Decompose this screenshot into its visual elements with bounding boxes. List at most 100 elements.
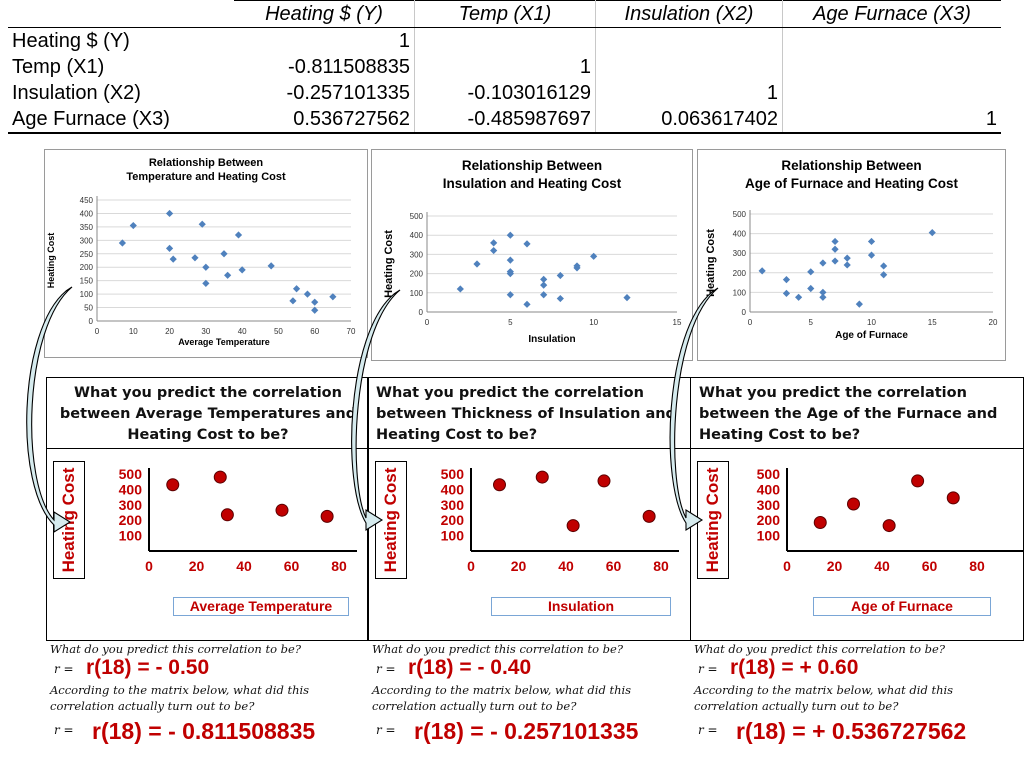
- data-point: [880, 271, 888, 279]
- x-tick-label: 60: [606, 558, 622, 574]
- y-tick-label: 200: [757, 512, 781, 528]
- data-point: [807, 284, 815, 293]
- data-point: [843, 261, 851, 269]
- data-point: [540, 281, 548, 289]
- y-tick-label: 400: [119, 481, 143, 497]
- data-point: [220, 250, 228, 258]
- data-point: [523, 240, 531, 248]
- predicted-r-value: r(18) = - 0.40: [408, 656, 532, 679]
- data-point: [556, 271, 564, 280]
- matrix-cell: [783, 80, 1002, 106]
- predicted-point: [166, 478, 180, 492]
- x-tick-label: 30: [201, 327, 210, 336]
- y-tick-label: 100: [80, 290, 94, 299]
- x-tick-label: 40: [238, 327, 247, 336]
- matrix-cell: [783, 28, 1002, 55]
- matrix-row-label: Heating $ (Y): [12, 29, 130, 52]
- y-tick-label: 400: [733, 230, 747, 239]
- r-equals: r =: [54, 723, 74, 737]
- x-tick-label: 70: [347, 327, 356, 336]
- predict-prompt: What do you predict this correlation to …: [372, 642, 623, 656]
- x-tick-label: 5: [809, 318, 814, 327]
- matrix-cell: 0.063617402: [595, 106, 783, 134]
- matrix-cell: [595, 54, 783, 80]
- panel-divider: [47, 448, 367, 449]
- matrix-header: Age Furnace (X3): [782, 0, 1001, 28]
- data-point: [623, 294, 631, 302]
- x-axis-label-box: Insulation: [491, 597, 671, 616]
- data-point: [234, 231, 243, 239]
- y-tick-label: 300: [410, 250, 424, 259]
- predicted-point: [813, 516, 827, 530]
- r-equals: r =: [698, 723, 718, 737]
- matrix-row: Insulation (X2) -0.257101335 -0.10301612…: [8, 80, 1001, 106]
- panel-divider: [691, 448, 1023, 449]
- scatter-svg: Relationship Between Insulation and Heati…: [383, 158, 682, 345]
- x-tick-label: 15: [928, 318, 937, 327]
- predicted-r-value: r(18) = - 0.50: [86, 656, 210, 679]
- data-point: [795, 293, 803, 301]
- y-tick-label: 200: [441, 512, 465, 528]
- data-point: [523, 300, 531, 308]
- y-tick-label: 400: [441, 481, 465, 497]
- predicted-point: [642, 509, 656, 523]
- y-tick-label: 200: [119, 512, 143, 528]
- x-tick-label: 80: [331, 558, 347, 574]
- prediction-question: What you predict the correlation between…: [376, 385, 676, 443]
- y-tick-label: 100: [410, 289, 424, 298]
- data-point: [556, 294, 564, 303]
- x-tick-label: 60: [922, 558, 938, 574]
- x-tick-label: 0: [145, 558, 153, 574]
- predict-prompt: What do you predict this correlation to …: [694, 642, 945, 656]
- data-point: [540, 291, 548, 299]
- data-point: [118, 239, 126, 247]
- x-axis-label-box: Age of Furnace: [813, 597, 991, 616]
- matrix-row-label: Insulation (X2): [12, 81, 141, 104]
- scatter-svg: Relationship Between Temperature and Heat…: [46, 157, 356, 347]
- data-point: [169, 255, 177, 263]
- y-tick-label: 100: [441, 528, 465, 544]
- data-point: [456, 285, 464, 293]
- y-tick-label: 200: [80, 263, 94, 272]
- matrix-cell: [414, 27, 596, 54]
- data-point: [758, 267, 766, 275]
- data-point: [506, 291, 514, 299]
- predict-prompt: What do you predict this correlation to …: [50, 642, 301, 656]
- x-tick-label: 20: [165, 327, 174, 336]
- y-tick-label: 500: [441, 466, 465, 482]
- predicted-point: [847, 497, 860, 511]
- x-tick-label: 15: [673, 318, 682, 327]
- predicted-point: [946, 491, 960, 505]
- x-tick-label: 10: [867, 318, 876, 327]
- data-point: [473, 260, 481, 268]
- x-tick-label: 60: [310, 327, 319, 336]
- x-tick-label: 60: [284, 558, 300, 574]
- data-point: [573, 262, 581, 270]
- matrix-cell: 1: [414, 54, 596, 80]
- x-tick-label: 0: [467, 558, 475, 574]
- matrix-row: Temp (X1) -0.811508835 1: [8, 54, 1001, 80]
- predicted-point: [566, 519, 580, 533]
- y-tick-label: 400: [410, 231, 424, 240]
- x-tick-label: 0: [95, 327, 100, 336]
- matrix-cell: [595, 27, 783, 54]
- chart-title: Insulation and Heating Cost: [443, 176, 622, 191]
- data-point: [311, 306, 319, 314]
- x-tick-label: 10: [589, 318, 598, 327]
- data-point: [202, 263, 210, 271]
- predicted-point: [597, 474, 611, 488]
- actual-r-value: r(18) = - 0.257101335: [414, 718, 639, 744]
- data-point: [819, 293, 827, 301]
- scatter-chart-insulation: Relationship Between Insulation and Heati…: [371, 149, 693, 361]
- x-tick-label: 40: [236, 558, 252, 574]
- scatter-chart-furnace: Relationship Between Age of Furnace and H…: [697, 149, 1006, 361]
- chart-title: Temperature and Heating Cost: [126, 171, 286, 183]
- y-tick-label: 400: [80, 209, 94, 218]
- matrix-header-row: Heating $ (Y) Temp (X1) Insulation (X2) …: [8, 0, 1001, 28]
- y-axis-label: Heating Cost: [705, 229, 717, 297]
- prediction-question: What you predict the correlation between…: [59, 385, 357, 443]
- data-point: [506, 231, 514, 239]
- y-tick-label: 50: [84, 304, 93, 313]
